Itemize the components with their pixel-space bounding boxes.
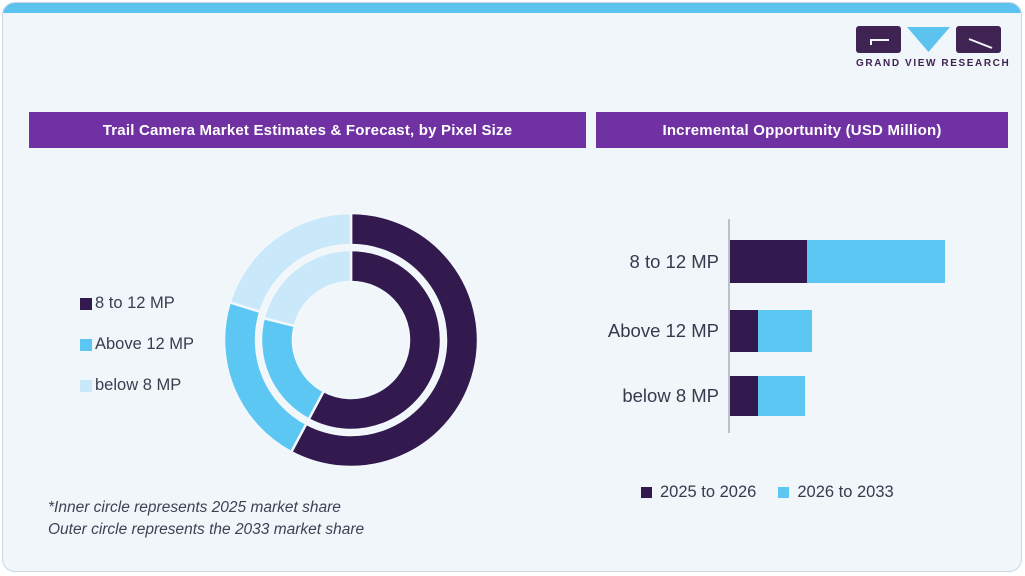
logo-glyphs [856,26,1001,54]
stacked-bar [730,240,945,283]
bar-legend-item: 2026 to 2033 [778,483,894,502]
logo-g-block-icon [856,26,901,53]
bar-segment-2025-to-2026 [730,310,758,352]
logo-r-block-icon [956,26,1001,53]
legend-label: 2026 to 2033 [797,483,894,501]
bar-category-label: Above 12 MP [607,320,719,341]
legend-swatch-icon [80,338,92,351]
grand-view-research-logo: GRAND VIEW RESEARCH [856,26,1011,69]
legend-label: 8 to 12 MP [95,294,175,312]
bar-segment-2025-to-2026 [730,240,808,283]
left-panel-title: Trail Camera Market Estimates & Forecast… [29,112,586,148]
bar-row: Above 12 MP [603,310,1021,352]
bar-chart-axis-line [728,219,730,433]
donut-segment-inner-8-to-12-mp [306,248,443,432]
legend-label: below 8 MP [95,376,182,394]
donut-footnote: *Inner circle represents 2025 market sha… [48,497,364,541]
right-panel-title: Incremental Opportunity (USD Million) [596,112,1008,148]
donut-legend-item: Above 12 MP [80,335,194,354]
donut-legend-item: below 8 MP [80,376,194,395]
bar-category-label: below 8 MP [622,385,719,406]
legend-swatch-icon [80,297,92,310]
legend-label: 2025 to 2026 [660,483,757,501]
stacked-bar [730,310,812,352]
donut-segment-outer-below-8-mp [228,211,353,314]
top-accent-strip [3,3,1021,13]
donut-legend: 8 to 12 MP Above 12 MP below 8 MP [80,294,194,395]
footnote-line-1: *Inner circle represents 2025 market sha… [48,499,341,516]
bar-row: below 8 MP [603,376,1021,416]
legend-swatch-icon [80,379,92,392]
bar-segment-2026-to-2033 [757,310,812,352]
legend-swatch-icon [778,487,790,498]
stacked-bar [730,376,806,416]
bar-row: 8 to 12 MP [603,240,1021,283]
bar-segment-2025-to-2026 [730,376,758,416]
legend-swatch-icon [641,487,652,498]
bar-chart-legend: 2025 to 2026 2026 to 2033 [641,483,894,502]
bar-legend-item: 2025 to 2026 [641,483,756,502]
bar-segment-2026-to-2033 [757,376,806,416]
footnote-line-2: Outer circle represents the 2033 market … [48,521,365,538]
bar-segment-2026-to-2033 [807,240,945,283]
incremental-opportunity-bar-chart: 8 to 12 MP Above 12 MP below 8 MP [603,219,1021,433]
donut-chart-svg [222,211,480,469]
donut-segment-outer-8-to-12-mp [289,211,480,469]
logo-wordmark: GRAND VIEW RESEARCH [856,58,1011,69]
logo-v-triangle-icon [907,27,950,52]
donut-segment-inner-below-8-mp [262,248,353,328]
donut-legend-item: 8 to 12 MP [80,294,194,313]
legend-label: Above 12 MP [95,335,195,353]
donut-chart [216,205,486,475]
bar-category-label: 8 to 12 MP [629,250,719,272]
